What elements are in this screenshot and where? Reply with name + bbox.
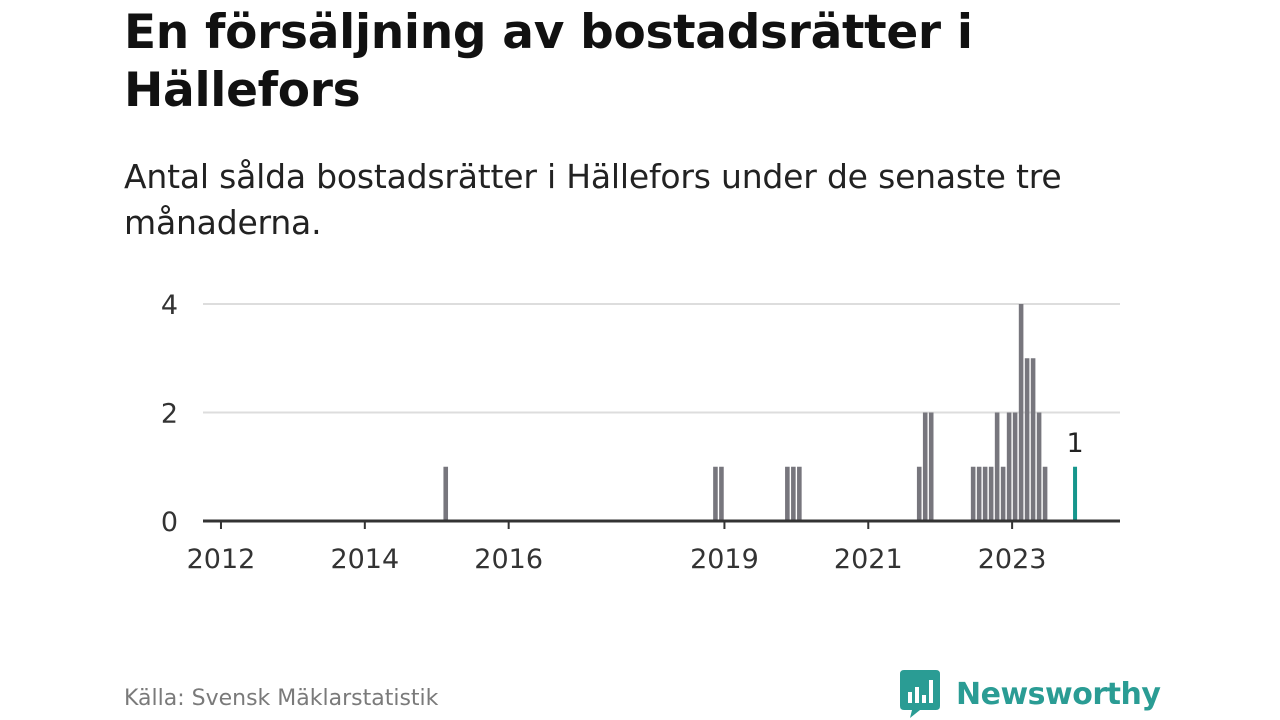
bar bbox=[1018, 304, 1024, 521]
x-tick-label: 2019 bbox=[690, 544, 759, 575]
chart-subtitle: Antal sålda bostadsrätter i Hällefors un… bbox=[124, 157, 1062, 242]
bar bbox=[916, 466, 922, 521]
y-tick-label: 4 bbox=[161, 290, 178, 321]
bar bbox=[1030, 358, 1036, 521]
highlight-bar bbox=[1073, 466, 1078, 521]
bar bbox=[1036, 412, 1042, 521]
bar bbox=[922, 412, 928, 521]
x-tick-label: 2012 bbox=[187, 544, 256, 575]
bar bbox=[928, 412, 934, 521]
bar bbox=[1006, 412, 1012, 521]
x-tick-label: 2014 bbox=[330, 544, 399, 575]
source-note: Källa: Svensk Mäklarstatistik bbox=[124, 686, 439, 711]
bar bbox=[982, 466, 988, 521]
bar bbox=[988, 466, 994, 521]
bar bbox=[1012, 412, 1018, 521]
bar bbox=[785, 466, 790, 521]
y-axis-ticks: 0 2 4 bbox=[161, 290, 178, 538]
bar bbox=[1000, 466, 1006, 521]
bar bbox=[791, 466, 796, 521]
x-axis-ticks: 2012 2014 2016 2019 2021 2023 bbox=[187, 521, 1047, 575]
y-tick-label: 2 bbox=[161, 399, 178, 430]
data-labels: 1 bbox=[1066, 428, 1083, 459]
bars bbox=[443, 304, 1078, 521]
bar-chart-bubble-icon bbox=[900, 670, 940, 718]
bar bbox=[970, 466, 976, 521]
brand-name: Newsworthy bbox=[956, 676, 1161, 712]
bar bbox=[713, 466, 718, 521]
x-tick-label: 2016 bbox=[474, 544, 543, 575]
bar bbox=[1042, 466, 1048, 521]
grid-lines bbox=[203, 303, 1120, 414]
bar bbox=[994, 412, 1000, 521]
bar bbox=[719, 466, 724, 521]
highlight-value-label: 1 bbox=[1066, 428, 1083, 459]
y-tick-label: 0 bbox=[161, 507, 178, 538]
x-tick-label: 2021 bbox=[834, 544, 903, 575]
bar bbox=[797, 466, 802, 521]
newsworthy-logo: Newsworthy bbox=[900, 670, 1161, 718]
bar bbox=[443, 466, 449, 521]
bar bbox=[1024, 358, 1030, 521]
chart-title: En försäljning av bostadsrätter i Hällef… bbox=[124, 5, 973, 118]
bar bbox=[976, 466, 982, 521]
x-tick-label: 2023 bbox=[978, 544, 1047, 575]
